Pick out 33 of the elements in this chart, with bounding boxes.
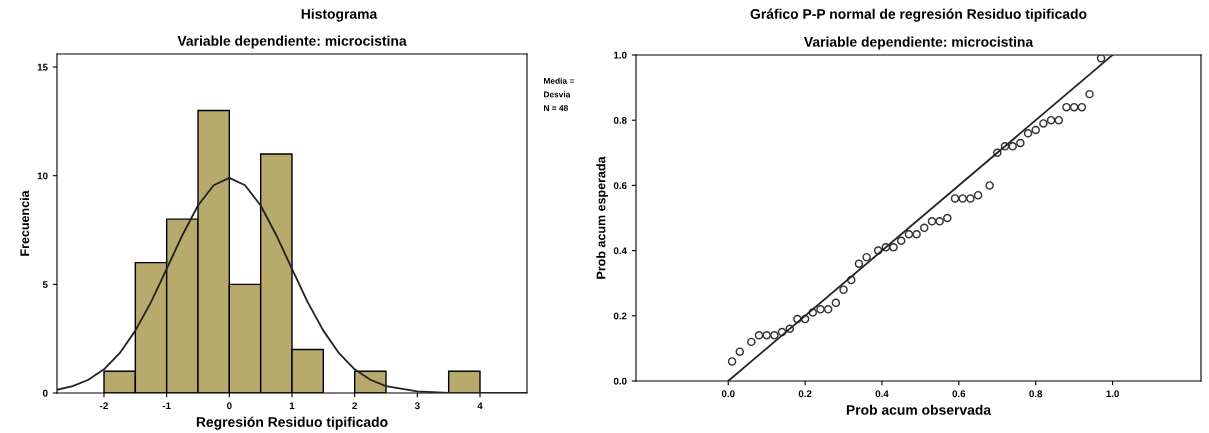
x-tick-label: 3	[414, 402, 420, 410]
x-tick-label: -2	[100, 402, 108, 410]
y-tick-label: 10	[37, 172, 48, 180]
y-tick-label: 0.8	[613, 116, 627, 124]
x-tick-label: 0.2	[798, 390, 812, 398]
text: Desvia	[544, 91, 571, 98]
text: N = 48	[544, 105, 568, 111]
y-tick-label: 0.0	[613, 377, 627, 385]
chart-subtitle: Variable dependiente: microcistina	[803, 36, 1034, 50]
chart-title: Histograma	[301, 8, 378, 22]
x-axis-title: Prob acum observada	[846, 404, 992, 415]
x-tick-label: 0	[227, 402, 232, 410]
x-tick-label: 0.6	[952, 390, 966, 398]
x-tick-label: -1	[162, 402, 171, 410]
y-tick-label: 0.2	[613, 312, 627, 320]
x-tick-label: 0.4	[875, 390, 889, 398]
x-tick-label: 1.0	[1106, 390, 1119, 398]
x-axis-title: Regresión Residuo tipificado	[196, 416, 388, 430]
chart-title: Gráfico P-P normal de regresión Residuo tipificado	[750, 8, 1087, 22]
y-tick-label: 15	[37, 63, 48, 71]
y-tick-label: 0.4	[613, 247, 627, 255]
x-tick-label: 4	[477, 402, 483, 410]
y-tick-label: 5	[42, 281, 48, 288]
y-axis-title: Prob acum esperada	[596, 156, 608, 279]
x-tick-label: 1	[289, 402, 295, 410]
y-tick-label: 0.6	[613, 182, 627, 190]
chart-subtitle: Variable dependiente: microcistina	[177, 35, 407, 49]
x-tick-label: 0.8	[1029, 390, 1043, 398]
x-tick-label: 2	[352, 402, 357, 410]
text: Media =	[544, 77, 574, 84]
x-tick-label: 0.0	[721, 390, 735, 398]
y-axis-title: Frecuencia	[19, 190, 30, 256]
y-tick-label: 1.0	[614, 51, 627, 59]
